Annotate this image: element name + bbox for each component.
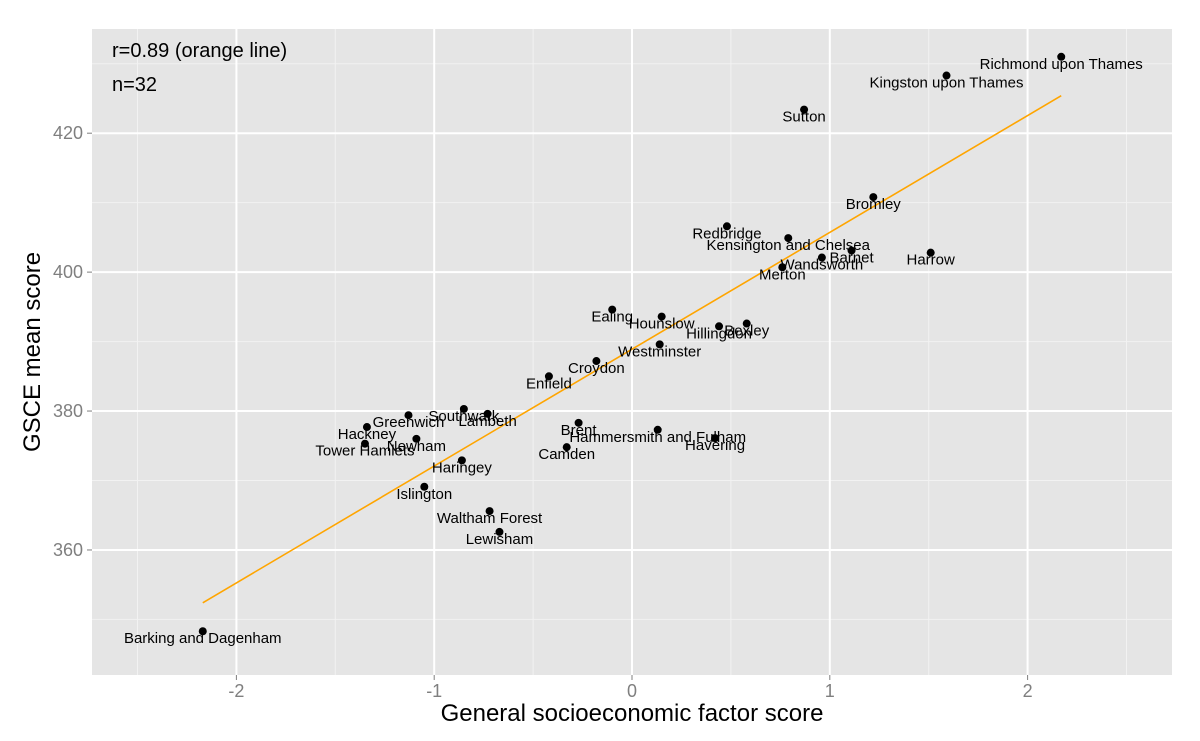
- point-label: Bromley: [846, 196, 902, 213]
- data-point: [722, 222, 731, 231]
- correlation-annotation: r=0.89 (orange line): [112, 40, 287, 62]
- major-gridlines: [92, 29, 1172, 675]
- point-label: Lewisham: [466, 531, 534, 548]
- data-point: [485, 507, 494, 516]
- point-label: Haringey: [432, 459, 493, 476]
- point-label: Waltham Forest: [437, 510, 543, 527]
- point-label: Hillingdon: [686, 325, 752, 342]
- data-point: [655, 340, 664, 349]
- x-tick-label: 2: [1023, 681, 1033, 701]
- data-point: [715, 322, 724, 331]
- point-label: Camden: [538, 446, 595, 463]
- point-label: Southwark: [428, 408, 499, 425]
- data-point: [495, 527, 504, 536]
- data-point: [847, 246, 856, 255]
- point-label: Harrow: [907, 252, 956, 269]
- x-tick-label: -2: [228, 681, 244, 701]
- point-label: Newham: [387, 438, 446, 455]
- point-label: Wandsworth: [780, 257, 863, 274]
- y-tick-label: 380: [53, 401, 83, 421]
- data-point: [778, 263, 787, 272]
- point-label: Hackney: [338, 426, 397, 443]
- point-label: Richmond upon Thames: [980, 56, 1143, 73]
- y-tick-label: 400: [53, 262, 83, 282]
- data-point: [817, 253, 826, 262]
- y-axis-ticks: 360 380 400 420: [53, 123, 92, 560]
- data-point: [574, 418, 583, 427]
- y-tick-label: 360: [53, 540, 83, 560]
- point-label: Barnet: [829, 250, 874, 267]
- point-label: Kingston upon Thames: [870, 75, 1024, 92]
- data-point: [360, 439, 369, 448]
- point-label: Croydon: [568, 360, 625, 377]
- data-point: [592, 357, 601, 366]
- data-point: [869, 193, 878, 202]
- data-point: [1057, 52, 1066, 61]
- point-label: Bexley: [724, 323, 770, 340]
- data-point: [711, 434, 720, 443]
- data-point: [457, 456, 466, 465]
- point-label: Hammersmith and Fulham: [569, 429, 746, 446]
- point-label: Kensington and Chelsea: [707, 237, 871, 254]
- point-label: Sutton: [782, 109, 825, 126]
- data-point: [742, 319, 751, 328]
- point-label: Greenwich: [373, 414, 445, 431]
- point-label: Westminster: [618, 343, 701, 360]
- point-label: Brent: [561, 422, 598, 439]
- data-point: [420, 482, 429, 491]
- data-point: [562, 443, 571, 452]
- data-point: [800, 105, 809, 114]
- fit-line-layer: [202, 94, 1062, 604]
- point-labels-layer: Richmond upon Thames Kingston upon Thames…: [124, 56, 1143, 647]
- point-label: Redbridge: [692, 225, 761, 242]
- data-point: [459, 404, 468, 413]
- x-axis-title: General socioeconomic factor score: [441, 700, 824, 727]
- points-layer: [198, 52, 1066, 636]
- point-label: Barking and Dagenham: [124, 630, 282, 647]
- x-tick-label: 0: [627, 681, 637, 701]
- data-point: [362, 423, 371, 432]
- data-point: [198, 627, 207, 636]
- data-point: [404, 411, 413, 420]
- point-label: Merton: [759, 266, 806, 283]
- y-axis-title: GSCE mean score: [19, 252, 46, 452]
- data-point: [483, 409, 492, 418]
- x-tick-label: 1: [825, 681, 835, 701]
- data-point: [608, 305, 617, 314]
- data-point: [544, 372, 553, 381]
- data-point: [926, 248, 935, 257]
- regression-line: [202, 94, 1062, 604]
- data-point: [784, 234, 793, 243]
- y-tick-label: 420: [53, 123, 83, 143]
- data-point: [412, 434, 421, 443]
- data-point: [653, 425, 662, 434]
- data-point: [657, 312, 666, 321]
- point-label: Ealing: [591, 309, 633, 326]
- x-tick-label: -1: [426, 681, 442, 701]
- point-label: Islington: [396, 486, 452, 503]
- point-label: Havering: [685, 437, 745, 454]
- point-label: Hounslow: [629, 316, 695, 333]
- x-axis-ticks: -2 -1 0 1 2: [228, 675, 1033, 701]
- point-label: Lambeth: [458, 413, 516, 430]
- data-point: [942, 71, 951, 80]
- sample-size-annotation: n=32: [112, 74, 157, 96]
- point-label: Tower Hamlets: [315, 443, 414, 460]
- point-label: Enfield: [526, 375, 572, 392]
